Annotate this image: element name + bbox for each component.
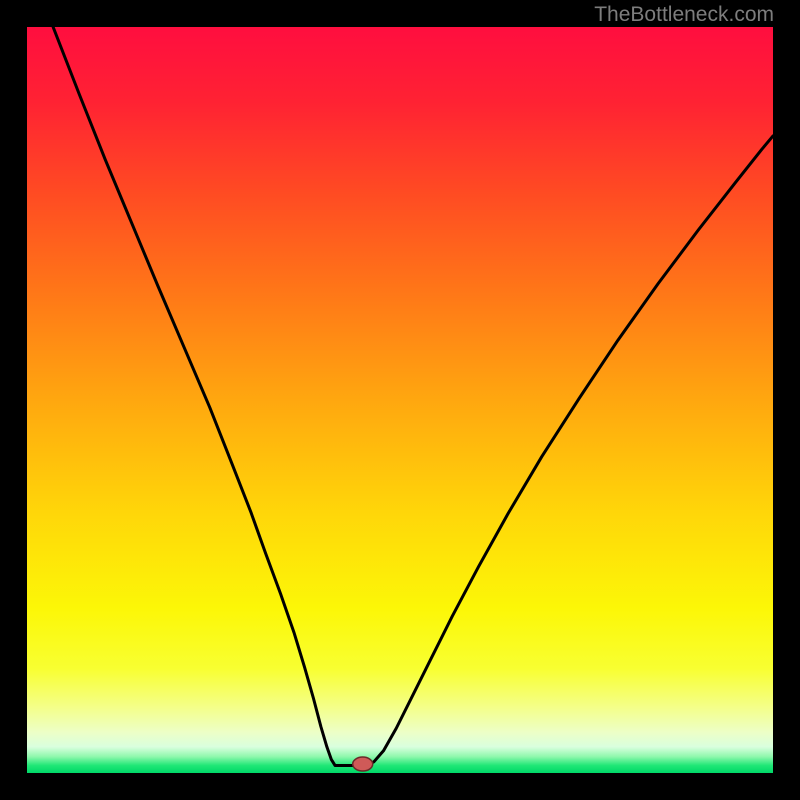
chart-background — [27, 27, 773, 773]
watermark-text: TheBottleneck.com — [594, 3, 774, 27]
chart-frame: TheBottleneck.com — [0, 0, 800, 800]
bottleneck-chart — [27, 27, 773, 773]
optimum-marker — [353, 757, 373, 771]
